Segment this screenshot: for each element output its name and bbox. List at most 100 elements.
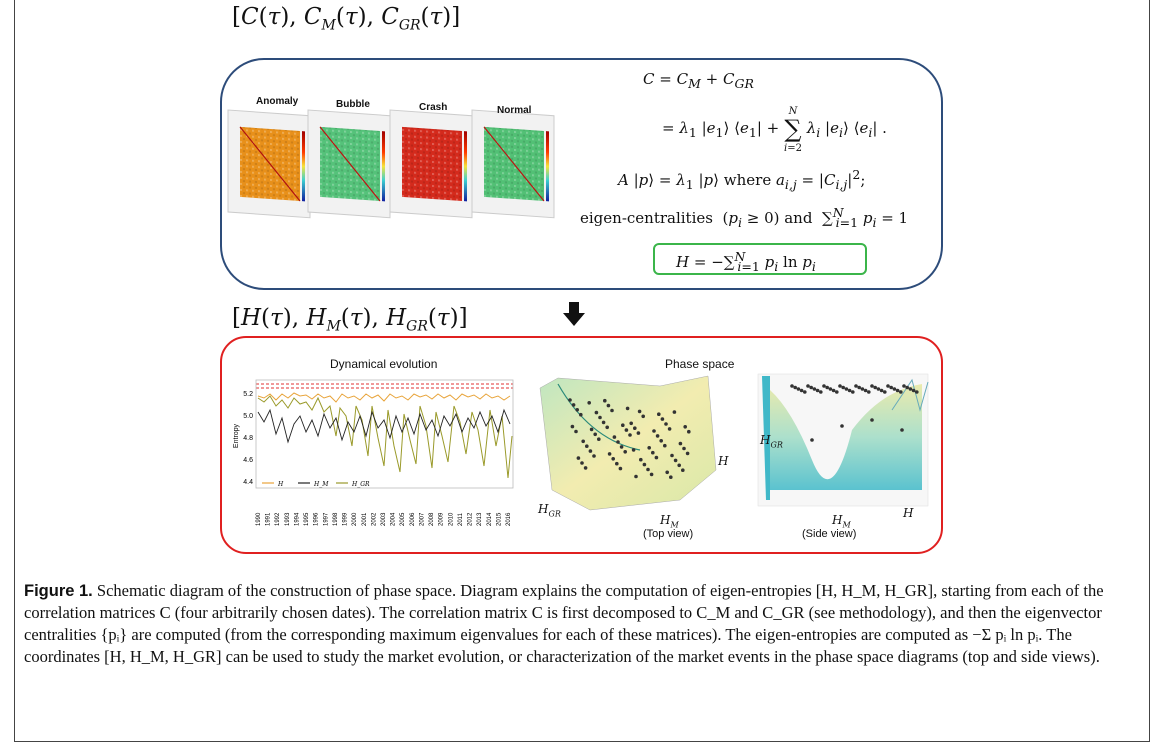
phase-point: [623, 450, 627, 454]
year-tick-label: 2016: [506, 512, 512, 526]
phase-point: [649, 472, 654, 477]
year-tick-label: 1995: [304, 512, 310, 526]
phase-point: [810, 438, 814, 442]
entropy-formula-box: [653, 243, 867, 275]
phase-point: [796, 387, 801, 391]
phase-point: [870, 384, 874, 388]
year-tick-label: 2010: [448, 512, 454, 526]
year-tick-label: 1992: [275, 512, 281, 526]
caption-text: Schematic diagram of the construction of…: [24, 581, 1104, 666]
year-tick-label: 2002: [371, 512, 377, 526]
phase-point: [806, 384, 810, 388]
phase-point: [633, 426, 637, 430]
phase-point: [857, 385, 861, 390]
phase-point: [587, 401, 591, 405]
phase-point: [867, 390, 871, 394]
phase-point: [637, 409, 642, 414]
equation-eigen: A |p⟩ = λ1 |p⟩ where ai,j = |Ci,j|2;: [618, 167, 866, 192]
phase-point: [854, 384, 858, 388]
year-tick-label: 2006: [410, 512, 416, 526]
phase-point: [900, 428, 904, 432]
phase-point: [681, 468, 685, 472]
side-view-label: (Side view): [802, 528, 857, 540]
phase-point: [825, 385, 829, 390]
phase-point: [580, 461, 584, 465]
phase-point: [597, 437, 601, 441]
phase-point: [660, 417, 665, 421]
year-tick-label: 2015: [496, 512, 502, 526]
year-tick-label: 1998: [333, 512, 339, 526]
phase-point: [670, 453, 674, 458]
phase-point: [621, 423, 625, 427]
phase-point: [892, 387, 897, 391]
phase-space-title: Phase space: [665, 357, 735, 371]
phase-point: [876, 387, 881, 391]
equation-entropy: H = −∑Ni=1 pi ln pi: [676, 249, 816, 274]
phase-point: [588, 449, 593, 453]
phase-point: [911, 388, 916, 393]
phase-point: [799, 388, 804, 393]
phase-point: [575, 408, 579, 412]
phase-point: [655, 434, 660, 438]
year-tick-label: 1990: [256, 512, 262, 526]
phase-point: [625, 406, 630, 411]
phase-point: [659, 439, 663, 443]
phase-point: [581, 439, 585, 444]
year-tick-label: 2007: [419, 512, 425, 526]
series-h-line: [257, 392, 511, 403]
phase-point: [571, 403, 576, 407]
year-tick-label: 2000: [352, 512, 358, 526]
phase-point: [631, 448, 636, 452]
phase-point: [860, 387, 865, 391]
dynamical-evolution-title: Dynamical evolution: [330, 357, 438, 371]
year-tick-label: 1994: [294, 512, 300, 526]
axis-label-hgr-side: HGR: [760, 433, 783, 450]
phase-point: [665, 470, 669, 475]
year-tick-label: 2008: [429, 512, 435, 526]
top-view-label: (Top view): [643, 528, 694, 540]
phase-point: [793, 385, 797, 390]
phase-point: [831, 388, 836, 393]
ytick: 5.0: [243, 413, 253, 420]
phase-point: [851, 390, 855, 394]
equation-centralities: eigen-centralities (pi ≥ 0) and ∑Ni=1 pi…: [580, 205, 909, 230]
phase-point: [870, 418, 874, 422]
phase-point: [646, 467, 650, 472]
ytick: 4.6: [243, 457, 253, 464]
year-tick-label: 2013: [477, 512, 483, 526]
caption-label: Figure 1.: [24, 582, 93, 600]
phase-point: [803, 390, 807, 394]
phase-point: [568, 398, 572, 402]
year-tick-label: 2011: [458, 512, 464, 526]
phase-point: [687, 429, 691, 434]
phase-space-top-view: [539, 375, 717, 511]
year-tick-label: 1997: [323, 512, 329, 526]
phase-point: [605, 425, 609, 430]
year-tick-label: 2005: [400, 512, 406, 526]
phase-point: [589, 427, 594, 432]
phase-point: [905, 385, 909, 390]
phase-point: [873, 385, 877, 390]
phase-point: [835, 390, 839, 394]
entropy-timeseries-plot: Entropy 5.2 5.0 4.8 4.6 4.4 H H_M H_GR 1…: [233, 379, 514, 526]
year-tick-label: 1999: [343, 512, 349, 526]
legend-h-m: H_M: [313, 481, 329, 488]
figure-caption: Figure 1. Schematic diagram of the const…: [24, 580, 1140, 668]
phase-point: [683, 425, 687, 429]
year-tick-label: 2004: [391, 512, 397, 526]
phase-point: [610, 408, 614, 413]
phase-point: [819, 390, 823, 394]
phase-point: [889, 385, 893, 390]
phase-point: [879, 388, 884, 393]
phase-point: [812, 387, 817, 391]
phase-point: [642, 462, 647, 467]
phase-point: [895, 388, 900, 393]
legend-h-gr: H_GR: [351, 481, 370, 488]
year-tick-label: 1991: [266, 512, 272, 526]
correlation-matrices: [227, 109, 555, 219]
legend-h: H: [277, 481, 284, 488]
phase-point: [822, 384, 826, 388]
series-h-gr-line: [257, 395, 513, 479]
phase-point: [815, 388, 820, 393]
phase-point: [647, 446, 651, 450]
